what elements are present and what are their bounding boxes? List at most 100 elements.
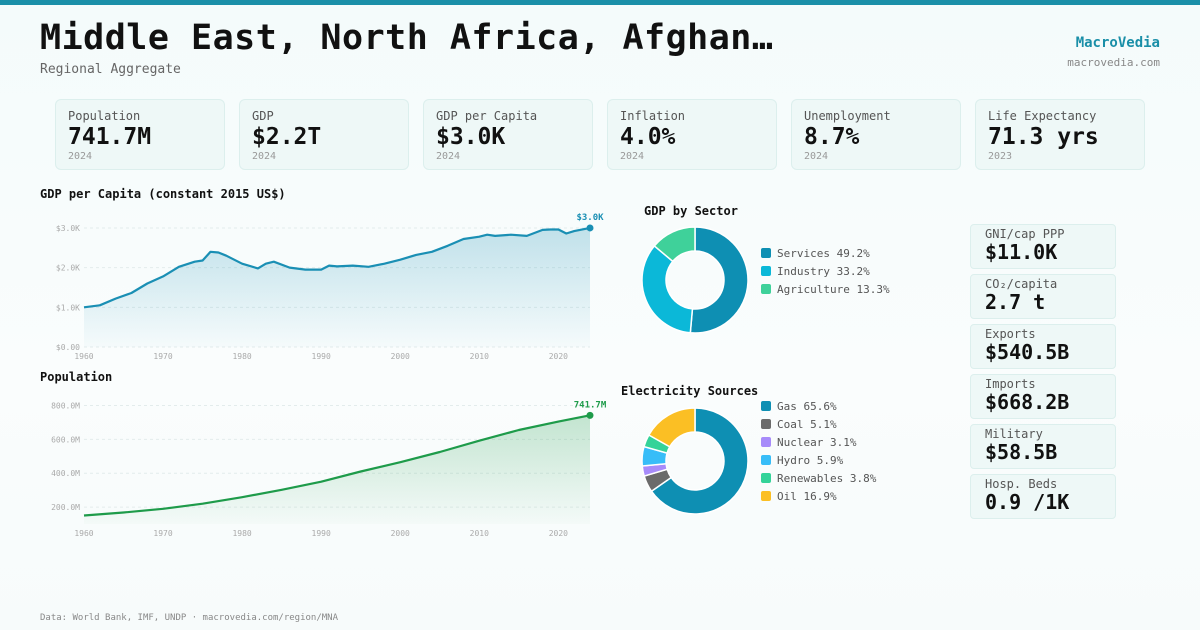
population-chart-title: Population xyxy=(40,370,113,384)
pop-y-tick-label: 200.0M xyxy=(51,503,80,512)
electricity-legend-item: Oil 16.9% xyxy=(761,487,876,505)
stat-value: 0.9 /1K xyxy=(985,490,1070,514)
stat-card-military: Military $58.5B xyxy=(970,424,1116,469)
legend-swatch xyxy=(761,455,771,465)
stat-card-imports: Imports $668.2B xyxy=(970,374,1116,419)
legend-label: Hydro 5.9% xyxy=(777,453,844,467)
gdp-y-tick-label: $2.0K xyxy=(56,264,80,273)
pop-x-tick-label: 1980 xyxy=(232,529,251,538)
gdp-x-tick-label: 2020 xyxy=(549,352,568,361)
legend-label: Oil 16.9% xyxy=(777,489,837,503)
kpi-label: Unemployment xyxy=(804,109,891,123)
stat-label: Imports xyxy=(985,377,1036,391)
kpi-label: GDP per Capita xyxy=(436,109,538,123)
stat-value: $540.5B xyxy=(985,340,1070,364)
gdp-per-capita-chart: $0.00 $1.0K $2.0K $3.0K 1960 1970 1980 1990 2000… xyxy=(56,213,604,361)
stat-value: 2.7 t xyxy=(985,290,1046,314)
pop-x-tick-label: 1990 xyxy=(312,529,331,538)
kpi-card-life-expectancy: Life Expectancy 71.3 yrs 2023 xyxy=(975,99,1145,170)
kpi-value: 8.7% xyxy=(804,124,860,150)
sector-slice-industry xyxy=(641,244,694,334)
legend-swatch xyxy=(761,491,771,501)
gdp-by-sector-donut xyxy=(641,226,749,334)
kpi-card-population: Population 741.7M 2024 xyxy=(55,99,225,170)
stat-label: GNI/cap PPP xyxy=(985,227,1065,241)
kpi-card-unemployment: Unemployment 8.7% 2024 xyxy=(791,99,961,170)
footer-source: Data: World Bank, IMF, UNDP · macrovedia… xyxy=(40,613,339,623)
sector-legend-item: Agriculture 13.3% xyxy=(761,280,890,298)
stat-card-hospital-beds: Hosp. Beds 0.9 /1K xyxy=(970,474,1116,519)
pop-x-tick-label: 2010 xyxy=(470,529,489,538)
sector-legend-item: Services 49.2% xyxy=(761,244,890,262)
electricity-legend-item: Gas 65.6% xyxy=(761,397,876,415)
gdp-y-tick-label: $0.00 xyxy=(56,343,80,352)
pop-end-point xyxy=(586,411,594,419)
pop-x-tick-label: 1970 xyxy=(153,529,172,538)
electricity-legend-item: Hydro 5.9% xyxy=(761,451,876,469)
page-subtitle: Regional Aggregate xyxy=(40,62,181,77)
legend-swatch xyxy=(761,266,771,276)
pop-y-tick-label: 800.0M xyxy=(51,401,80,410)
gdp-x-tick-label: 1960 xyxy=(74,352,93,361)
stat-value: $668.2B xyxy=(985,390,1070,414)
legend-label: Services 49.2% xyxy=(777,246,870,260)
gdp-end-point xyxy=(586,224,594,232)
stat-value: $11.0K xyxy=(985,240,1058,264)
legend-label: Gas 65.6% xyxy=(777,399,837,413)
legend-label: Agriculture 13.3% xyxy=(777,282,890,296)
sector-legend: Services 49.2% Industry 33.2% Agriculture … xyxy=(761,244,890,298)
electricity-chart-title: Electricity Sources xyxy=(621,384,759,398)
stat-value: $58.5B xyxy=(985,440,1058,464)
pop-area-fill xyxy=(84,415,590,524)
gdp-end-label: $3.0K xyxy=(576,213,604,223)
stat-card-co2: CO₂/capita 2.7 t xyxy=(970,274,1116,319)
electricity-slice-gas xyxy=(650,407,749,515)
kpi-year: 2024 xyxy=(68,151,93,162)
kpi-year: 2024 xyxy=(252,151,277,162)
kpi-year: 2024 xyxy=(620,151,645,162)
legend-swatch xyxy=(761,437,771,447)
gdp-x-tick-label: 2010 xyxy=(470,352,489,361)
sector-legend-item: Industry 33.2% xyxy=(761,262,890,280)
electricity-legend: Gas 65.6% Coal 5.1% Nuclear 3.1% Hydro 5.9%… xyxy=(761,397,876,505)
gdp-x-tick-label: 1990 xyxy=(312,352,331,361)
kpi-value: 71.3 yrs xyxy=(988,124,1099,150)
stat-label: Hosp. Beds xyxy=(985,477,1058,491)
legend-label: Industry 33.2% xyxy=(777,264,870,278)
legend-swatch xyxy=(761,401,771,411)
population-chart: 200.0M 400.0M 600.0M 800.0M 1960 1970 1980 1990… xyxy=(51,400,607,538)
stat-label: Military xyxy=(985,427,1043,441)
pop-x-tick-label: 2000 xyxy=(391,529,410,538)
page-title: Middle East, North Africa, Afghan… xyxy=(40,18,774,58)
legend-swatch xyxy=(761,419,771,429)
pop-y-tick-label: 600.0M xyxy=(51,435,80,444)
stat-label: CO₂/capita xyxy=(985,277,1058,291)
brand-logo[interactable]: MacroVedia xyxy=(1075,35,1160,51)
electricity-sources-donut xyxy=(641,407,749,515)
electricity-slice-oil xyxy=(647,407,696,448)
legend-label: Coal 5.1% xyxy=(777,417,837,431)
kpi-label: Life Expectancy xyxy=(988,109,1097,123)
kpi-label: Population xyxy=(68,109,141,123)
gdp-y-tick-label: $1.0K xyxy=(56,303,80,312)
pop-y-tick-label: 400.0M xyxy=(51,469,80,478)
pop-series-line xyxy=(83,414,591,517)
gdp-chart-title: GDP per Capita (constant 2015 US$) xyxy=(40,187,286,201)
gdp-x-tick-label: 2000 xyxy=(391,352,410,361)
gdp-y-tick-label: $3.0K xyxy=(56,224,80,233)
kpi-value: 4.0% xyxy=(620,124,676,150)
stat-label: Exports xyxy=(985,327,1036,341)
pop-x-tick-label: 1960 xyxy=(74,529,93,538)
top-accent-bar xyxy=(0,0,1200,5)
brand-url[interactable]: macrovedia.com xyxy=(1067,56,1160,69)
legend-swatch xyxy=(761,473,771,483)
legend-label: Nuclear 3.1% xyxy=(777,435,857,449)
gdp-area-fill xyxy=(84,227,590,347)
legend-swatch xyxy=(761,248,771,258)
stat-card-gni: GNI/cap PPP $11.0K xyxy=(970,224,1116,269)
electricity-legend-item: Coal 5.1% xyxy=(761,415,876,433)
sector-slice-agriculture xyxy=(653,226,696,263)
kpi-year: 2023 xyxy=(988,151,1013,162)
legend-swatch xyxy=(761,284,771,294)
gdp-x-tick-label: 1980 xyxy=(232,352,251,361)
